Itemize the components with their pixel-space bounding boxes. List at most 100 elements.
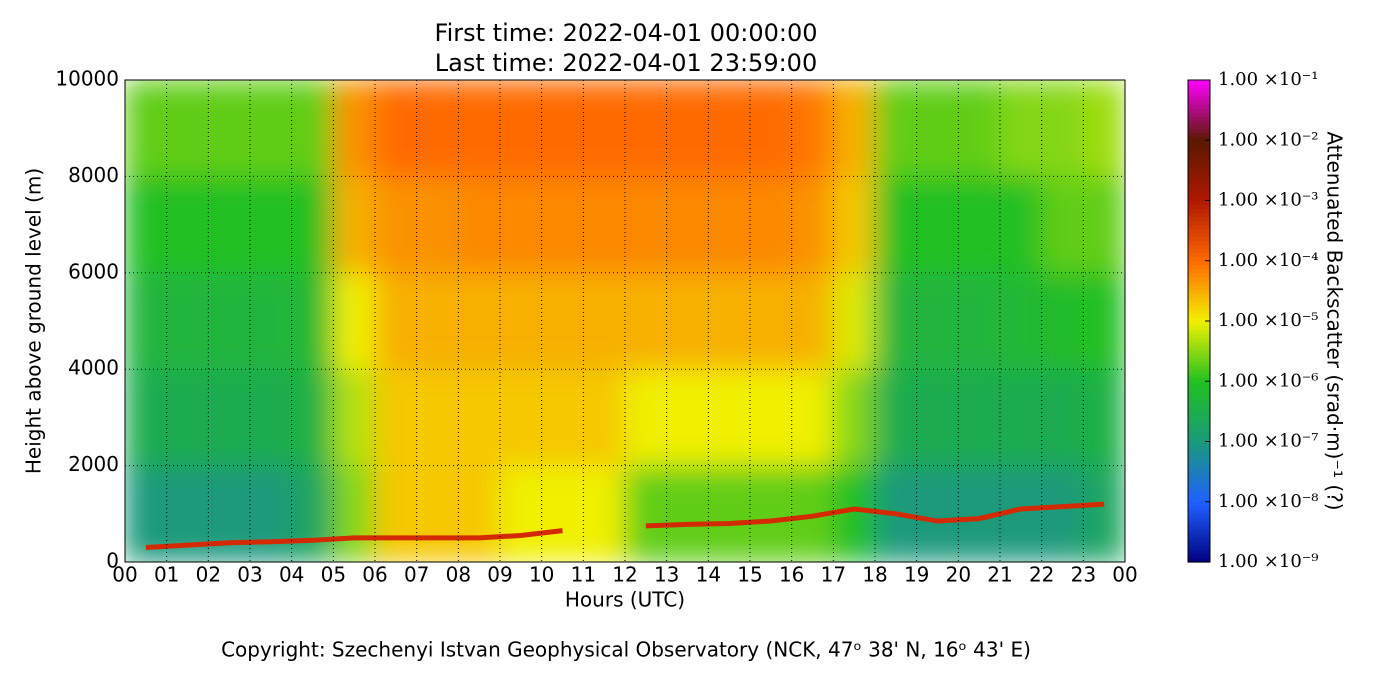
heat-cell [499, 272, 543, 370]
x-tick-label: 06 [362, 563, 387, 587]
heat-cell [1082, 368, 1125, 467]
colorbar-tick-label: 1.00 ×10⁻⁶ [1218, 370, 1319, 391]
heat-cell [166, 272, 209, 370]
colorbar-swatch [1188, 144, 1210, 149]
heat-cell [499, 80, 543, 177]
heat-cell [374, 175, 418, 274]
colorbar-swatch [1188, 112, 1210, 117]
colorbar-swatch [1188, 453, 1210, 459]
heat-cell [624, 80, 668, 177]
heat-cell [707, 80, 751, 177]
heat-cell [374, 465, 418, 562]
colorbar-swatch [1188, 333, 1210, 338]
heat-cell [541, 175, 584, 274]
heat-cell [249, 465, 293, 562]
y-tick-label: 2000 [68, 452, 119, 476]
y-tick-label: 4000 [68, 356, 119, 380]
heat-cell [624, 175, 668, 274]
heat-cell [749, 80, 793, 177]
heat-cell [249, 272, 293, 370]
colorbar-swatch [1188, 292, 1210, 298]
colorbar-swatch [1188, 365, 1210, 370]
heat-cell [582, 272, 626, 370]
colorbar-swatch [1188, 120, 1210, 125]
colorbar-swatch [1188, 513, 1210, 519]
heat-cell [249, 175, 293, 274]
colorbar-swatch [1188, 353, 1210, 358]
colorbar-swatch [1188, 417, 1210, 423]
heat-cell [166, 80, 209, 177]
colorbar-swatch [1188, 529, 1210, 535]
x-tick-label: 08 [446, 563, 471, 587]
colorbar-swatch [1188, 557, 1210, 563]
heat-cell [499, 465, 543, 562]
colorbar-swatch [1188, 541, 1210, 547]
colorbar-swatch [1188, 224, 1210, 230]
colorbar-swatch [1188, 156, 1210, 161]
colorbar-tick-label: 1.00 ×10⁻² [1218, 129, 1319, 150]
colorbar-swatch [1188, 509, 1210, 515]
colorbar-tick-label: 1.00 ×10⁻⁷ [1218, 431, 1319, 452]
colorbar-swatch [1188, 152, 1210, 157]
x-tick-label: 05 [321, 563, 346, 587]
colorbar-swatch [1188, 240, 1210, 246]
heat-cell [541, 272, 584, 370]
colorbar-swatch [1188, 489, 1210, 495]
heat-cell [374, 368, 418, 467]
colorbar-swatch [1188, 264, 1210, 270]
colorbar-swatch [1188, 549, 1210, 555]
colorbar-swatch [1188, 140, 1210, 145]
colorbar-swatch [1188, 176, 1210, 182]
x-tick-label: 01 [154, 563, 179, 587]
colorbar-swatch [1188, 308, 1210, 314]
heat-cell [666, 272, 709, 370]
heat-cell [749, 175, 793, 274]
colorbar-swatch [1188, 104, 1210, 109]
colorbar-swatch [1188, 457, 1210, 463]
heat-cell [791, 175, 834, 274]
heat-cell [999, 272, 1043, 370]
colorbar-swatch [1188, 196, 1210, 202]
x-tick-label: 09 [487, 563, 512, 587]
heat-cell [666, 465, 709, 562]
heat-cell [457, 175, 501, 274]
x-tick-label: 16 [779, 563, 804, 587]
colorbar-swatch [1188, 401, 1210, 406]
colorbar-tick-label: 1.00 ×10⁻⁹ [1218, 551, 1319, 572]
colorbar-swatch [1188, 252, 1210, 258]
plot-frame [124, 79, 1126, 563]
heat-cell [624, 368, 668, 467]
heat-cell [1041, 175, 1084, 274]
colorbar-swatch [1188, 433, 1210, 439]
colorbar-swatch [1188, 465, 1210, 471]
heat-cell [707, 368, 751, 467]
colorbar-swatch [1188, 533, 1210, 539]
colorbar-swatch [1188, 300, 1210, 306]
heat-cell [125, 80, 168, 177]
colorbar-swatch [1188, 321, 1210, 326]
heat-cell [207, 175, 251, 274]
heat-cell [582, 368, 626, 467]
x-tick-label: 00 [1112, 563, 1137, 587]
colorbar-swatch [1188, 96, 1210, 101]
heat-cell [957, 368, 1001, 467]
heat-cell [916, 465, 959, 562]
colorbar-swatch [1188, 449, 1210, 455]
heat-cell [1041, 80, 1084, 177]
colorbar-swatch [1188, 272, 1210, 278]
colorbar-swatch [1188, 160, 1210, 165]
heat-cell [1041, 465, 1084, 562]
colorbar-swatch [1188, 228, 1210, 234]
heat-cell [125, 368, 168, 467]
heat-cell [207, 272, 251, 370]
colorbar-swatch [1188, 236, 1210, 242]
colorbar-swatch [1188, 124, 1210, 129]
heat-cell [957, 272, 1001, 370]
colorbar-swatch [1188, 477, 1210, 483]
colorbar-swatch [1188, 329, 1210, 334]
heat-cell [166, 368, 209, 467]
heat-cell [791, 368, 834, 467]
heat-cell [499, 175, 543, 274]
colorbar-swatch [1188, 437, 1210, 443]
chart-title: Last time: 2022-04-01 23:59:00 [435, 49, 817, 77]
